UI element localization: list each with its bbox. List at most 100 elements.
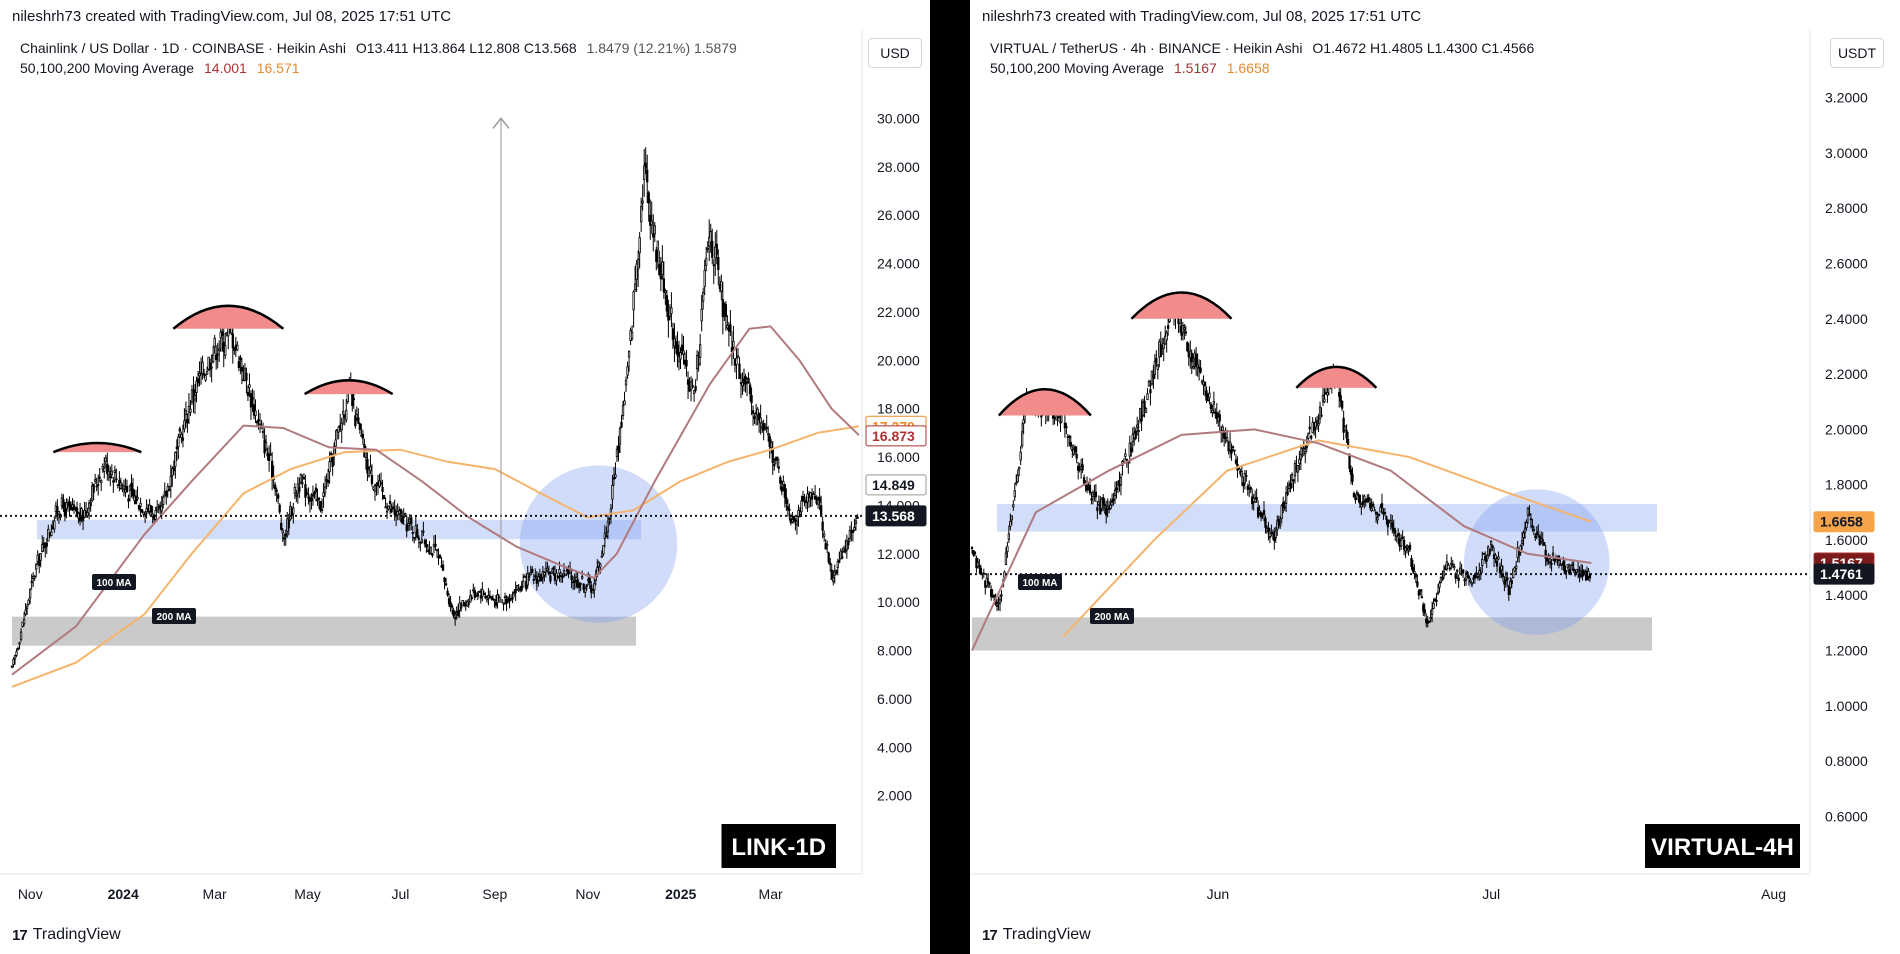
candle-body (41, 544, 44, 552)
candle-body (509, 598, 513, 601)
candle-body (1000, 594, 1003, 597)
candle-body (558, 568, 561, 574)
ma-200-tag: 200 MA (156, 612, 191, 623)
candle-body (1195, 354, 1198, 367)
candle-body (1501, 573, 1505, 578)
candle-body (600, 555, 603, 558)
candle-body (413, 536, 416, 539)
link-chart-canvas[interactable]: 2.0004.0006.0008.00010.00012.00014.00016… (0, 0, 930, 954)
price-tag: 13.568 (872, 508, 915, 524)
y-tick-label: 26.000 (877, 207, 920, 223)
currency-button[interactable]: USD (868, 38, 922, 68)
candle-body (1401, 537, 1404, 539)
symbol-title[interactable]: Chainlink / US Dollar · 1D · COINBASE · … (20, 40, 346, 56)
candle-body (777, 466, 780, 469)
candle-body (91, 485, 94, 501)
candle-body (1525, 522, 1528, 529)
candle-body (1162, 342, 1165, 349)
candle-body (1550, 562, 1553, 565)
candle-body (166, 486, 169, 492)
candle-body (1085, 484, 1089, 491)
candle-body (15, 651, 18, 656)
candle-body (57, 511, 61, 516)
candle-body (240, 366, 244, 372)
candle-body (65, 502, 68, 509)
candle-body (582, 583, 585, 590)
tradingview-logo[interactable]: 17 TradingView (12, 926, 121, 944)
candle-body (1506, 577, 1509, 581)
candle-body (305, 492, 309, 495)
candle-body (1461, 569, 1465, 574)
candle-body (186, 419, 189, 424)
candle-body (388, 501, 392, 505)
candle-body (12, 658, 15, 665)
candle-body (1441, 577, 1444, 581)
candle-body (275, 489, 278, 492)
candle-body (1563, 565, 1566, 575)
candle-body (1284, 492, 1288, 504)
candle-body (205, 370, 209, 375)
ma-indicator-label[interactable]: 50,100,200 Moving Average (20, 60, 195, 76)
candle-body (1258, 510, 1261, 514)
candle-body (162, 496, 165, 506)
candle-body (1510, 580, 1513, 584)
candle-body (1476, 576, 1479, 578)
candle-body (1264, 517, 1267, 528)
candle-body (853, 527, 856, 531)
candle-body (334, 439, 337, 447)
candle-body (283, 537, 286, 540)
candle-body (165, 491, 168, 497)
candle-body (249, 393, 253, 408)
candle-body (1373, 509, 1376, 512)
candle-body (1292, 479, 1295, 482)
candle-body (1136, 424, 1139, 428)
y-tick-label: 2.2000 (1825, 366, 1868, 382)
candle-body (549, 575, 552, 582)
candle-body (160, 505, 163, 512)
candle-body (274, 484, 277, 490)
candle-body (1484, 555, 1487, 561)
candle-body (682, 350, 685, 355)
candle-body (747, 378, 750, 384)
currency-button[interactable]: USDT (1830, 38, 1884, 68)
price-tag-bg (1813, 511, 1875, 533)
ma-indicator-label[interactable]: 50,100,200 Moving Average (990, 60, 1165, 76)
candle-body (1214, 411, 1217, 414)
price-tag-bg (865, 505, 927, 527)
candle-body (1102, 497, 1105, 505)
candle-body (304, 484, 307, 498)
candle-body (990, 589, 993, 597)
candle-body (1019, 451, 1022, 461)
candle-body (354, 415, 357, 427)
candle-body (1416, 581, 1419, 587)
symbol-title[interactable]: VIRTUAL / TetherUS · 4h · BINANCE · Heik… (990, 40, 1303, 56)
candle-body (1203, 381, 1207, 387)
virtual-chart-canvas[interactable]: 0.6000 0.8000 1.0000 1.2000 1.4000 1.6000 1.80… (970, 0, 1900, 954)
candle-body (1243, 473, 1246, 484)
candle-body (835, 570, 838, 574)
candle-body (976, 561, 980, 567)
candle-body (729, 324, 732, 333)
candle-body (379, 482, 383, 485)
candle-body (606, 521, 610, 533)
candle-body (252, 404, 256, 416)
candle-body (352, 398, 355, 400)
candle-body (277, 494, 280, 499)
candle-body (1551, 552, 1555, 556)
candle-body (410, 517, 413, 525)
candle-body (1494, 554, 1497, 560)
candle-body (782, 480, 785, 486)
candle-body (13, 655, 17, 660)
candle-body (1342, 417, 1345, 433)
candle-body (1548, 561, 1552, 564)
tradingview-logo[interactable]: 17 TradingView (982, 926, 1091, 944)
candle-body (700, 309, 703, 322)
candle-body (1507, 586, 1510, 595)
candle-body (1274, 530, 1277, 539)
candle-body (570, 575, 573, 580)
candle-body (1015, 482, 1018, 484)
candle-body (573, 580, 576, 583)
candle-body (1355, 492, 1359, 495)
candle-body (547, 571, 551, 575)
candle-body (172, 467, 175, 472)
